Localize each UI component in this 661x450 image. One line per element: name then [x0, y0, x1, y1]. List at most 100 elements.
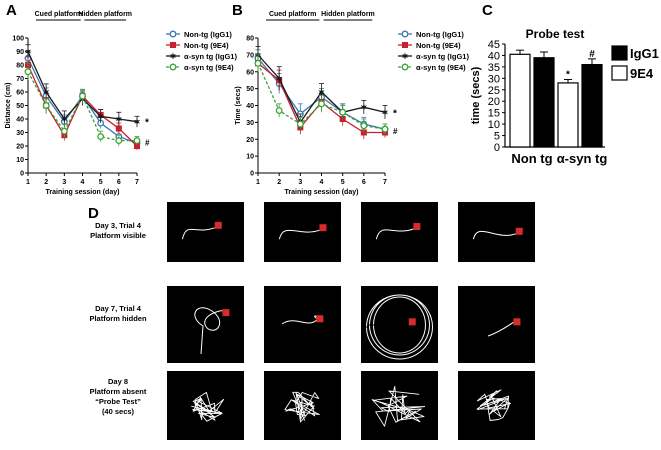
- y-tick-label-b: 80: [246, 36, 254, 43]
- arena-2-2: [264, 286, 341, 363]
- significance-star-b: *: [393, 108, 397, 119]
- legend-label-asyn_tg_igg1-b: α-syn tg (IgG1): [416, 52, 469, 61]
- legend-marker-non_tg_igg1-a: [169, 30, 177, 38]
- swim-path-1-2: [278, 229, 320, 240]
- x-tick-label-b: 6: [362, 179, 366, 186]
- legend-label-non_tg_9e4-b: Non-tg (9E4): [416, 41, 461, 50]
- legend-marker-non_tg_igg1-b: [401, 30, 409, 38]
- swim-path-3-3: [371, 385, 426, 427]
- legend-label-asyn_tg_igg1-a: α-syn tg (IgG1): [184, 52, 237, 61]
- marker-asyn_tg_9e4-a: [42, 102, 50, 109]
- x-axis-label-a: Training session (day): [46, 189, 120, 196]
- legend-marker-non_tg_9e4-b: [402, 42, 408, 48]
- marker-asyn_tg_igg1-a: [24, 47, 32, 56]
- x-tick-label-a: 4: [81, 179, 85, 186]
- marker-asyn_tg_igg1-a: [43, 88, 50, 96]
- y-tick-label-b: 60: [246, 69, 254, 76]
- y-axis-label-a: Distance (cm): [5, 83, 12, 129]
- y-tick-label-a: 60: [16, 90, 24, 97]
- row-label-3-line-4: (40 secs): [102, 407, 135, 416]
- x-tick-label-a: 6: [117, 179, 121, 186]
- row-label-3-line-2: Platform absent: [90, 387, 147, 396]
- bar-2-c: [533, 57, 555, 148]
- row-label-2-line-2: Platform hidden: [89, 314, 147, 323]
- bar-3-c: [557, 82, 579, 148]
- swim-path-2-2: [281, 315, 319, 325]
- y-tick-label-b: 50: [246, 86, 254, 93]
- y-tick-label-c: 25: [488, 85, 500, 97]
- marker-non_tg_9e4-a: [134, 143, 140, 149]
- x-tick-label-a: 7: [135, 179, 139, 186]
- x-tick-label-b: 4: [320, 179, 324, 186]
- x-tick-label-b: 5: [341, 179, 345, 186]
- phase-label-hidden-b: Hidden platform: [321, 11, 375, 18]
- y-tick-label-a: 70: [16, 76, 24, 83]
- marker-asyn_tg_9e4-a: [79, 92, 86, 100]
- y-tick-label-a: 0: [20, 171, 24, 178]
- y-tick-label-c: 45: [488, 39, 500, 51]
- y-tick-label-b: 70: [246, 52, 254, 59]
- x-tick-label-b: 3: [298, 179, 302, 186]
- arena-2-4: [458, 286, 535, 363]
- platform-1-3: [413, 223, 421, 230]
- legend-label-non_tg_igg1-b: Non-tg (IgG1): [416, 30, 464, 39]
- marker-asyn_tg_9e4-a: [97, 133, 105, 140]
- marker-asyn_tg_igg1-b: [276, 74, 283, 83]
- panel-letter-c: C: [482, 2, 493, 19]
- legend-marker-asyn_tg_9e4-a: [169, 63, 177, 71]
- phase-label-cued-a: Cued platform: [35, 11, 82, 18]
- bar-significance-4-c: #: [589, 49, 595, 60]
- x-tick-label-a: 3: [62, 179, 66, 186]
- marker-asyn_tg_igg1-b: [381, 108, 389, 116]
- x-tick-label-b: 7: [383, 179, 387, 186]
- panel-d-swim-path-grid: Non-tg (IgG1)Non-tg (9E4)α-syn tg (IgG1)…: [89, 202, 535, 440]
- legend-label-asyn_tg_9e4-b: α-syn tg (9E4): [416, 63, 466, 72]
- bar-1-c: [509, 53, 531, 148]
- legend-label-non_tg_9e4-a: Non-tg (9E4): [184, 41, 229, 50]
- arena-2-3: [361, 286, 438, 363]
- marker-asyn_tg_9e4-a: [133, 137, 141, 145]
- x-tick-label-b: 1: [256, 179, 260, 186]
- marker-asyn_tg_igg1-a: [133, 118, 141, 126]
- series-line-asyn_tg_igg1-a: [27, 51, 138, 123]
- y-axis-label-c: time (secs): [470, 66, 482, 124]
- y-tick-label-c: 40: [488, 50, 500, 62]
- y-tick-label-c: 30: [488, 73, 500, 85]
- x-tick-label-a: 5: [99, 179, 103, 186]
- x-tick-label-b: 2: [277, 179, 281, 186]
- panel-letter-d: D: [88, 205, 99, 222]
- legend-swatch-9e4: [611, 65, 628, 81]
- platform-2-3: [408, 318, 416, 326]
- panel-letter-a: A: [6, 2, 17, 19]
- y-tick-label-b: 20: [246, 137, 254, 144]
- swim-path-3-2: [284, 391, 320, 423]
- row-label-3-line-3: “Probe Test”: [95, 397, 141, 406]
- significance-hash-a: #: [145, 139, 150, 148]
- y-tick-label-a: 10: [16, 157, 24, 164]
- phase-label-cued-b: Cued platform: [269, 11, 316, 18]
- marker-asyn_tg_9e4-a: [24, 68, 32, 76]
- x-tick-label-a: 2: [44, 179, 48, 186]
- y-tick-label-c: 35: [488, 62, 500, 74]
- platform-2-1: [222, 309, 230, 317]
- y-tick-label-a: 100: [12, 36, 24, 43]
- swim-path-1-4: [472, 230, 516, 240]
- y-tick-label-c: 10: [488, 119, 500, 131]
- platform-2-2: [316, 315, 324, 323]
- marker-non_tg_9e4-a: [115, 125, 122, 132]
- legend-swatch-igg1: [611, 45, 628, 61]
- legend-label-asyn_tg_9e4-a: α-syn tg (9E4): [184, 63, 234, 72]
- row-label-1-line-1: Day 3, Trial 4: [95, 221, 142, 230]
- row-label-3-line-1: Day 8: [108, 377, 128, 386]
- platform-1-1: [214, 221, 222, 229]
- y-tick-label-c: 5: [494, 131, 500, 143]
- arena-1-1: [167, 202, 244, 262]
- y-tick-label-b: 40: [246, 103, 254, 110]
- y-tick-label-b: 10: [246, 154, 254, 161]
- swim-path-3-4: [476, 389, 511, 421]
- marker-asyn_tg_9e4-b: [275, 107, 283, 115]
- marker-asyn_tg_9e4-b: [318, 100, 325, 108]
- panel-b-time-chart: Cued platform Hidden platform 0 10 20 30 40 50 6…: [235, 11, 469, 196]
- marker-asyn_tg_9e4-b: [296, 120, 304, 128]
